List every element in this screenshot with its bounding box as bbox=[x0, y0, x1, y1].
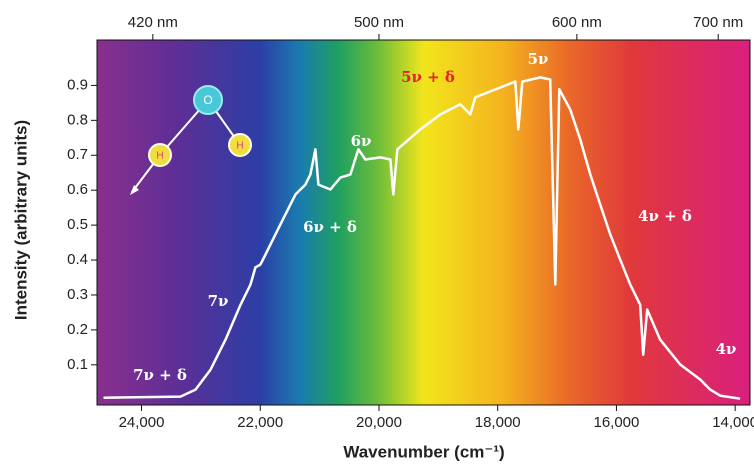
annotation: 5ν + δ bbox=[401, 68, 455, 86]
x-tick-label: 22,000 bbox=[237, 414, 283, 431]
y-tick-label: 0.7 bbox=[67, 146, 88, 163]
annotation: 5ν bbox=[528, 50, 549, 68]
x-tick-label: 20,000 bbox=[356, 414, 402, 431]
y-tick-label: 0.2 bbox=[67, 321, 88, 338]
annotation: 7ν bbox=[208, 292, 229, 310]
annotation: 7ν + δ bbox=[133, 366, 187, 384]
x-tick-label: 24,000 bbox=[119, 414, 165, 431]
x2-tick-label: 600 nm bbox=[552, 14, 602, 31]
y-tick-label: 0.4 bbox=[67, 251, 88, 268]
y-tick-label: 0.5 bbox=[67, 216, 88, 233]
x-tick-label: 18,000 bbox=[475, 414, 521, 431]
y-tick-label: 0.8 bbox=[67, 111, 88, 128]
x2-tick-label: 700 nm bbox=[693, 14, 743, 31]
annotation: 6ν bbox=[351, 132, 372, 150]
y-tick-label: 0.3 bbox=[67, 286, 88, 303]
x-tick-label: 16,000 bbox=[593, 414, 639, 431]
x-tick-label: 14,000 bbox=[712, 414, 754, 431]
y-tick-label: 0.9 bbox=[67, 76, 88, 93]
annotation: 4ν + δ bbox=[638, 207, 692, 225]
atom-label: O bbox=[203, 93, 212, 107]
x2-tick-label: 500 nm bbox=[354, 14, 404, 31]
y-tick-label: 0.6 bbox=[67, 181, 88, 198]
atom-label: H bbox=[236, 141, 243, 152]
x-axis-title: Wavenumber (cm⁻¹) bbox=[343, 442, 504, 461]
molecule: O H H bbox=[130, 85, 252, 195]
y-tick-label: 0.1 bbox=[67, 356, 88, 373]
x2-tick-label: 420 nm bbox=[128, 14, 178, 31]
y-axis-title: Intensity (arbitrary units) bbox=[11, 120, 30, 320]
annotation: 4ν bbox=[716, 340, 737, 358]
spectrum-line bbox=[103, 76, 741, 400]
atom-label: H bbox=[156, 151, 163, 162]
annotation: 6ν + δ bbox=[303, 218, 357, 236]
